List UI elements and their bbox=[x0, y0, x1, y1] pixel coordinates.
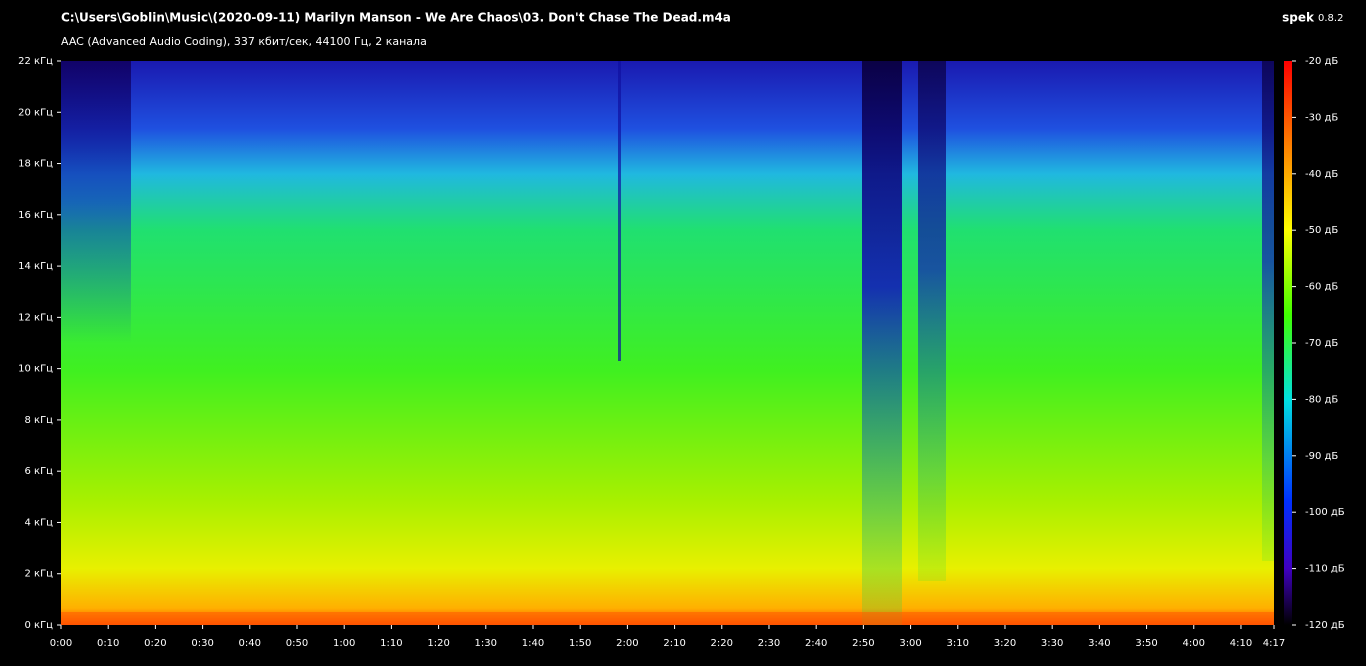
time-tick-label: 1:50 bbox=[569, 638, 591, 649]
time-tick-label: 1:30 bbox=[475, 638, 497, 649]
spectrogram bbox=[61, 61, 1274, 625]
time-tick-label: 1:40 bbox=[522, 638, 544, 649]
time-tick-label: 3:10 bbox=[947, 638, 969, 649]
level-tick-label: -20 дБ bbox=[1305, 56, 1338, 67]
time-tick-label: 0:00 bbox=[50, 638, 72, 649]
time-tick-label: 4:10 bbox=[1230, 638, 1252, 649]
file-path: C:\Users\Goblin\Music\(2020-09-11) Maril… bbox=[61, 11, 731, 25]
freq-tick-label: 10 кГц bbox=[18, 364, 53, 375]
time-tick-label: 2:00 bbox=[616, 638, 638, 649]
file-info: AAC (Advanced Audio Coding), 337 кбит/се… bbox=[61, 35, 427, 48]
level-tick-label: -70 дБ bbox=[1305, 338, 1338, 349]
time-tick-label: 2:10 bbox=[663, 638, 685, 649]
time-tick-label: 0:40 bbox=[239, 638, 261, 649]
time-tick-label: 3:30 bbox=[1041, 638, 1063, 649]
freq-tick-label: 6 кГц bbox=[25, 466, 54, 477]
time-tick-label: 1:20 bbox=[427, 638, 449, 649]
level-colorbar bbox=[1284, 61, 1292, 625]
level-tick-label: -90 дБ bbox=[1305, 451, 1338, 462]
time-tick-label: 2:20 bbox=[711, 638, 733, 649]
freq-tick-label: 18 кГц bbox=[18, 159, 53, 170]
freq-tick-label: 8 кГц bbox=[25, 415, 54, 426]
level-tick-label: -110 дБ bbox=[1305, 564, 1345, 575]
level-tick-label: -100 дБ bbox=[1305, 507, 1345, 518]
freq-tick-label: 2 кГц bbox=[25, 569, 54, 580]
time-tick-label: 1:00 bbox=[333, 638, 355, 649]
app-name: spek bbox=[1282, 11, 1315, 25]
time-tick-label: 4:17 bbox=[1263, 638, 1285, 649]
time-tick-label: 3:00 bbox=[899, 638, 921, 649]
time-tick-label: 1:10 bbox=[380, 638, 402, 649]
freq-tick-label: 12 кГц bbox=[18, 312, 53, 323]
freq-tick-label: 14 кГц bbox=[18, 261, 53, 272]
time-tick-label: 4:00 bbox=[1183, 638, 1205, 649]
freq-tick-label: 20 кГц bbox=[18, 107, 53, 118]
time-tick-label: 2:40 bbox=[805, 638, 827, 649]
level-tick-label: -120 дБ bbox=[1305, 620, 1345, 631]
time-tick-label: 0:10 bbox=[97, 638, 119, 649]
time-tick-label: 0:50 bbox=[286, 638, 308, 649]
time-tick-label: 2:50 bbox=[852, 638, 874, 649]
level-tick-label: -80 дБ bbox=[1305, 394, 1338, 405]
level-tick-label: -30 дБ bbox=[1305, 112, 1338, 123]
time-tick-label: 3:50 bbox=[1135, 638, 1157, 649]
freq-tick-label: 0 кГц bbox=[25, 620, 54, 631]
level-tick-label: -50 дБ bbox=[1305, 225, 1338, 236]
level-tick-label: -40 дБ bbox=[1305, 169, 1338, 180]
level-tick-label: -60 дБ bbox=[1305, 282, 1338, 293]
freq-tick-label: 16 кГц bbox=[18, 210, 53, 221]
freq-tick-label: 4 кГц bbox=[25, 517, 54, 528]
time-tick-label: 2:30 bbox=[758, 638, 780, 649]
time-tick-label: 0:20 bbox=[144, 638, 166, 649]
freq-tick-label: 22 кГц bbox=[18, 56, 53, 67]
app-version: 0.8.2 bbox=[1318, 13, 1343, 24]
time-tick-label: 3:40 bbox=[1088, 638, 1110, 649]
time-tick-label: 0:30 bbox=[191, 638, 213, 649]
time-tick-label: 3:20 bbox=[994, 638, 1016, 649]
